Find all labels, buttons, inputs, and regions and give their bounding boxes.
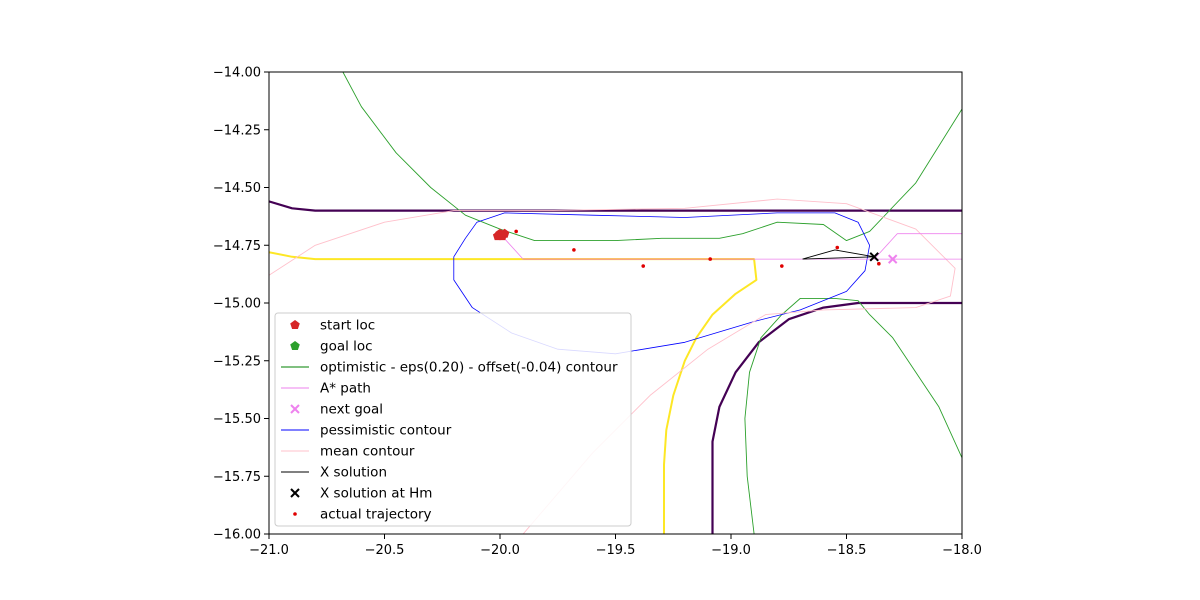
legend-entry: actual trajectory (293, 507, 432, 523)
legend-entry: mean contour (281, 444, 415, 460)
legend-entry: goal loc (290, 339, 373, 355)
series-point-15-6 (877, 261, 881, 266)
series-point-13-0-stroke (887, 254, 898, 264)
series-line-8 (499, 233, 962, 260)
legend-entry: optimistic - eps(0.20) - offset(-0.04) c… (281, 360, 618, 376)
legend-label: A* path (320, 381, 371, 397)
series-line-2 (269, 251, 758, 534)
x-tick-label: −21.0 (249, 543, 289, 558)
legend-label: actual trajectory (320, 507, 432, 523)
series-line-5 (744, 297, 962, 534)
y-tick-label: −14.25 (213, 123, 261, 138)
legend-label: goal loc (320, 339, 373, 355)
legend-label: start loc (320, 318, 375, 334)
x-axis: −21.0 −20.5 −20.0 −19.5 −19.0 −18.5 −18.0 (249, 534, 982, 558)
legend-swatch-marker (290, 404, 300, 414)
legend-entry: X solution at Hm (290, 486, 432, 502)
y-axis: −14.00 −14.25 −14.50 −14.75 −15.00 −15.25 −15.… (213, 66, 269, 543)
legend: start loc goal loc optimistic - eps(0.20) … (274, 312, 632, 527)
legend-label: X solution at Hm (320, 486, 432, 502)
series-point-15-0 (514, 229, 518, 234)
y-tick-label: −14.00 (213, 66, 261, 81)
y-tick-label: −15.50 (213, 412, 261, 427)
series-point-14-0 (869, 252, 879, 262)
legend-entries: start loc goal loc optimistic - eps(0.20) … (281, 318, 618, 523)
series-point-15-4 (780, 264, 784, 268)
series-point-14-0-stroke (869, 252, 879, 262)
series-point-13-0 (887, 254, 898, 264)
series-point-12-3 (499, 228, 510, 238)
legend-swatch-marker-stroke (290, 404, 300, 414)
legend-label: X solution (320, 465, 387, 481)
y-tick-label: −14.50 (213, 181, 261, 196)
legend-swatch-marker (290, 488, 300, 498)
legend-swatch-marker (290, 341, 300, 351)
x-tick-label: −18.0 (942, 543, 982, 558)
series-point-15-1 (572, 248, 576, 252)
series-line-7 (269, 198, 956, 534)
y-tick-label: −16.00 (213, 528, 261, 543)
series-point-15-3 (708, 257, 713, 261)
series-point-15-2 (641, 264, 646, 268)
series-line-10 (802, 249, 875, 260)
x-tick-label: −19.5 (596, 543, 636, 558)
x-tick-label: −20.0 (480, 543, 520, 558)
x-tick-label: −19.0 (711, 543, 751, 558)
legend-label: optimistic - eps(0.20) - offset(-0.04) c… (320, 360, 618, 376)
legend-swatch-marker (293, 512, 297, 516)
legend-swatch-marker-stroke (290, 488, 300, 498)
series-line-4 (342, 72, 962, 242)
legend-entry: A* path (281, 381, 371, 397)
x-tick-label: −18.5 (827, 543, 867, 558)
y-tick-label: −15.25 (213, 354, 261, 369)
legend-entry: next goal (290, 402, 383, 418)
y-tick-label: −14.75 (213, 239, 261, 254)
x-tick-label: −20.5 (365, 543, 405, 558)
y-tick-label: −15.00 (213, 297, 261, 312)
series-line-0 (269, 200, 962, 212)
series-line-6 (453, 212, 870, 355)
legend-entry: start loc (290, 318, 375, 334)
legend-entry: pessimistic contour (281, 423, 452, 439)
legend-box (274, 312, 632, 527)
legend-swatch-marker (290, 320, 300, 330)
series-line-11 (802, 256, 875, 260)
legend-label: next goal (320, 402, 383, 418)
series-layer (269, 72, 962, 534)
legend-label: mean contour (320, 444, 415, 460)
legend-entry: X solution (281, 465, 387, 481)
plot-area (269, 72, 962, 534)
series-point-15-5 (835, 245, 840, 250)
y-tick-label: −15.75 (213, 470, 261, 485)
series-line-1 (711, 301, 962, 534)
series-line-9 (873, 233, 962, 260)
legend-label: pessimistic contour (320, 423, 452, 439)
